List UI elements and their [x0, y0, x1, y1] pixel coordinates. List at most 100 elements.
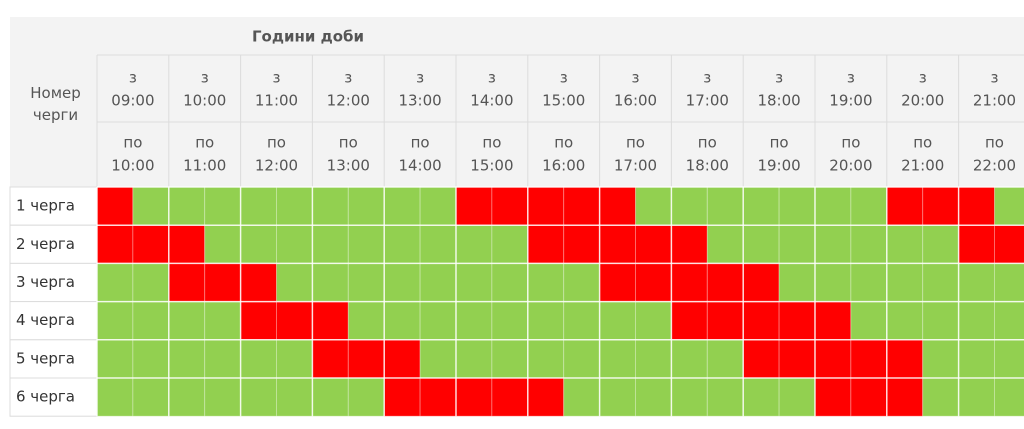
row-label: 6 черга: [16, 388, 75, 406]
schedule-cell: [599, 224, 636, 264]
to-label: по: [626, 134, 645, 152]
schedule-cell: [168, 262, 206, 303]
schedule-cell: [311, 224, 349, 264]
schedule-cell: [455, 339, 493, 379]
schedule-cell: [922, 377, 960, 417]
schedule-cell: [814, 301, 852, 341]
schedule-cell: [527, 339, 565, 379]
schedule-cell: [994, 224, 1024, 264]
schedule-cell: [455, 377, 493, 417]
end-time: 13:00: [327, 157, 370, 175]
schedule-cell: [670, 224, 708, 264]
schedule-cell: [276, 224, 313, 264]
schedule-cell: [886, 224, 924, 264]
schedule-cell: [635, 377, 672, 417]
row-label: 1 черга: [16, 197, 75, 215]
from-label: з: [632, 69, 640, 87]
schedule-cell: [347, 262, 385, 303]
schedule-cell: [958, 377, 995, 417]
schedule-cell: [599, 339, 636, 379]
schedule-cell: [635, 262, 672, 303]
end-time: 12:00: [255, 157, 298, 175]
schedule-cell: [276, 377, 313, 417]
schedule-cell: [419, 301, 457, 341]
schedule-cell: [994, 377, 1024, 417]
schedule-cell: [311, 377, 349, 417]
schedule-cell: [168, 301, 206, 341]
start-time: 13:00: [398, 92, 441, 110]
start-time: 11:00: [255, 92, 298, 110]
to-label: по: [482, 134, 501, 152]
schedule-cell: [814, 377, 852, 417]
schedule-cell: [240, 301, 278, 341]
schedule-cell: [670, 186, 708, 226]
start-time: 17:00: [686, 92, 729, 110]
from-label: з: [416, 69, 424, 87]
schedule-cell: [994, 186, 1024, 226]
schedule-cell: [132, 186, 170, 226]
schedule-cell: [96, 224, 134, 264]
schedule-cell: [347, 377, 385, 417]
schedule-cell: [706, 301, 744, 341]
schedule-cell: [886, 186, 924, 226]
start-time: 09:00: [111, 92, 154, 110]
schedule-cell: [563, 262, 601, 303]
to-label: по: [770, 134, 789, 152]
schedule-cell: [635, 224, 672, 264]
schedule-cell: [132, 301, 170, 341]
schedule-cell: [132, 262, 170, 303]
end-time: 17:00: [614, 157, 657, 175]
schedule-cell: [276, 339, 313, 379]
schedule-cell: [850, 186, 888, 226]
schedule-cell: [168, 224, 206, 264]
schedule-cell: [132, 224, 170, 264]
schedule-cell: [778, 262, 816, 303]
schedule-cell: [599, 186, 636, 226]
schedule-cell: [886, 301, 924, 341]
schedule-cell: [922, 186, 960, 226]
schedule-cell: [563, 301, 601, 341]
schedule-cell: [850, 301, 888, 341]
schedule-cell: [311, 339, 349, 379]
schedule-cell: [886, 262, 924, 303]
from-label: з: [560, 69, 568, 87]
schedule-cell: [455, 186, 493, 226]
start-time: 12:00: [327, 92, 370, 110]
schedule-cell: [599, 377, 636, 417]
schedule-cell: [922, 301, 960, 341]
start-time: 20:00: [901, 92, 944, 110]
schedule-cell: [958, 301, 995, 341]
schedule-cell: [347, 186, 385, 226]
schedule-cell: [670, 301, 708, 341]
to-label: по: [195, 134, 214, 152]
schedule-cell: [850, 262, 888, 303]
schedule-cell: [742, 339, 780, 379]
row-header: Номер черги: [30, 84, 81, 124]
schedule-cell: [599, 301, 636, 341]
from-label: з: [201, 69, 209, 87]
schedule-cell: [958, 186, 995, 226]
schedule-cell: [204, 186, 242, 226]
end-time: 14:00: [398, 157, 441, 175]
schedule-cell: [132, 339, 170, 379]
row-label: 5 черга: [16, 349, 75, 367]
schedule-cell: [96, 377, 134, 417]
schedule-cell: [204, 339, 242, 379]
schedule-cell: [670, 377, 708, 417]
schedule-cell: [491, 339, 529, 379]
schedule-cell: [563, 339, 601, 379]
start-time: 10:00: [183, 92, 226, 110]
from-label: з: [703, 69, 711, 87]
schedule-cell: [886, 377, 924, 417]
end-time: 15:00: [470, 157, 513, 175]
schedule-cell: [958, 262, 995, 303]
schedule-cell: [742, 377, 780, 417]
schedule-cell: [706, 339, 744, 379]
schedule-cell: [922, 339, 960, 379]
schedule-cell: [778, 377, 816, 417]
schedule-cell: [670, 262, 708, 303]
start-time: 16:00: [614, 92, 657, 110]
from-label: з: [488, 69, 496, 87]
schedule-cell: [850, 339, 888, 379]
